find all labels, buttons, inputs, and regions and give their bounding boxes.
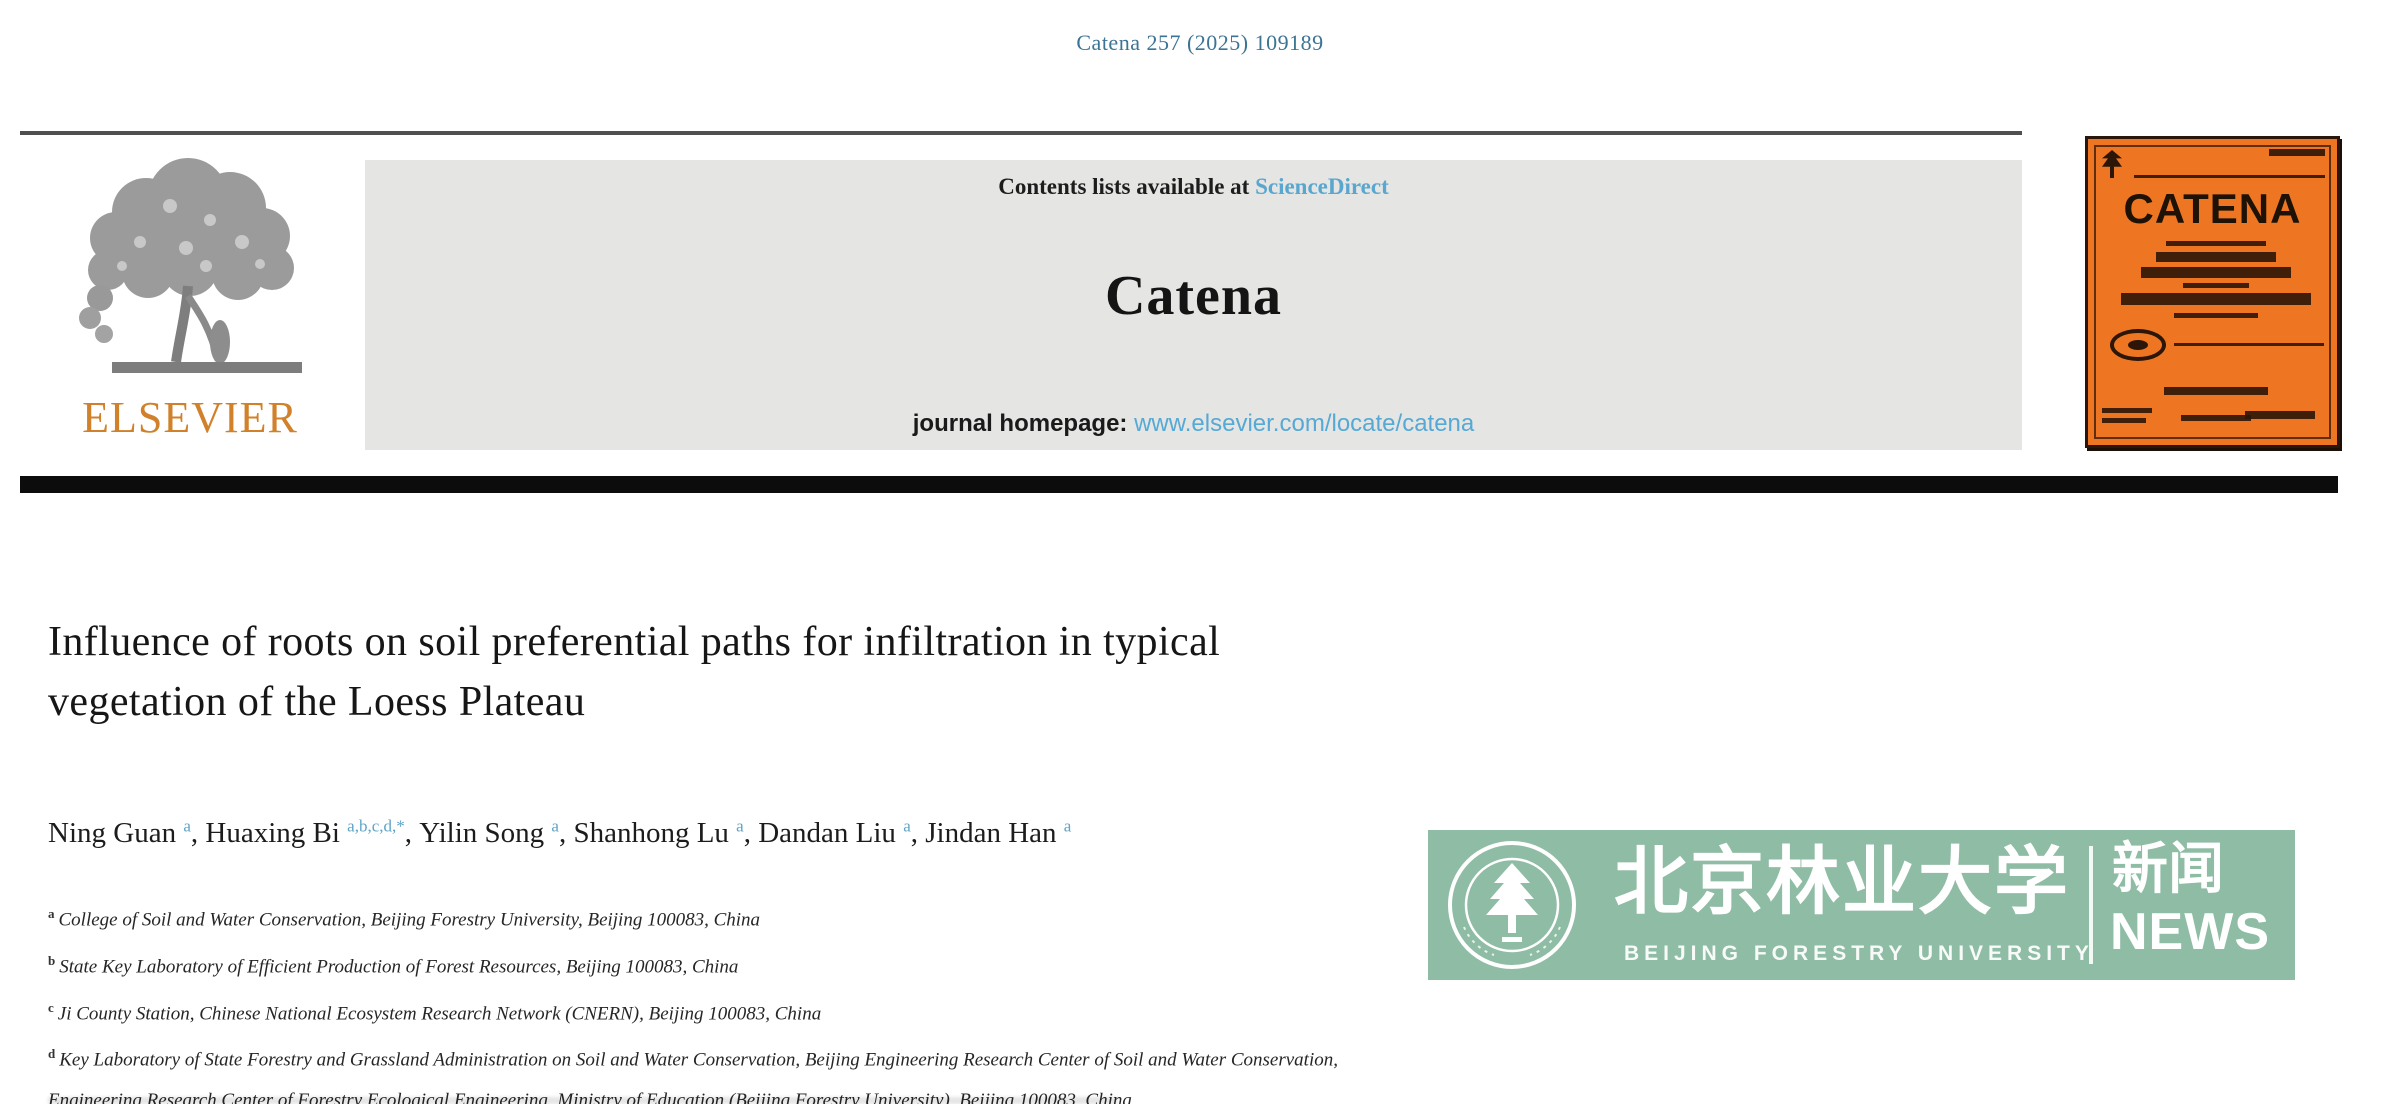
cover-text-bar (2121, 293, 2311, 305)
bfu-news-watermark: 北京林业大学 BEIJING FORESTRY UNIVERSITY 新闻 NE… (1428, 830, 2295, 980)
elsevier-logo: ELSEVIER (40, 146, 340, 443)
affiliation-list: a College of Soil and Water Conservation,… (48, 894, 2378, 1104)
cover-text-bar (2102, 418, 2146, 423)
homepage-url-link[interactable]: www.elsevier.com/locate/catena (1134, 410, 1475, 437)
affiliation-c: c Ji County Station, Chinese National Eco… (48, 999, 822, 1024)
homepage-line: journal homepage: www.elsevier.com/locat… (365, 410, 2022, 438)
article-title: Influence of roots on soil preferential … (48, 612, 2348, 732)
news-label-english: NEWS (2110, 903, 2270, 961)
journal-header-banner: Contents lists available at ScienceDirec… (365, 160, 2022, 450)
author-affiliation-sup: a (551, 816, 559, 835)
homepage-label: journal homepage: (912, 410, 1128, 437)
affiliation-b: b State Key Laboratory of Efficient Produ… (48, 952, 739, 978)
cover-text-bar (2245, 411, 2315, 419)
cover-inner-border (2094, 145, 2331, 439)
elsevier-wordmark: ELSEVIER (82, 393, 298, 442)
cover-text-bar (2269, 149, 2325, 156)
author-name: Yilin Song a (419, 816, 573, 849)
catena-cover-thumbnail: CATENA (2085, 136, 2340, 448)
cutoff-text-line (48, 1097, 1118, 1104)
journal-title: Catena (1104, 265, 1283, 327)
cover-text-bar (2174, 313, 2258, 318)
author-affiliation-sup: a (1063, 816, 1072, 835)
cover-text-bar (2141, 267, 2291, 278)
author-name: Dandan Liu a (758, 816, 925, 849)
cover-rule (2134, 175, 2325, 178)
cover-text-bar (2166, 241, 2266, 246)
cover-title: CATENA (2123, 185, 2302, 232)
author-name: Jindan Han a (925, 816, 1072, 849)
affiliation-d-line2: Engineering Research Center of Forestry … (48, 1090, 1132, 1104)
cover-rule (2174, 343, 2324, 346)
author-affiliation-sup: a (183, 816, 191, 835)
article-title-line2: vegetation of the Loess Plateau (48, 679, 586, 725)
elsevier-tree-icon (79, 158, 302, 373)
header-divider-bar (20, 476, 2338, 493)
contents-prefix: Contents lists available at (998, 174, 1250, 199)
author-name: Shanhong Lu a (573, 816, 758, 849)
cover-text-bar (2102, 408, 2152, 413)
cover-text-bar (2164, 387, 2268, 395)
sciencedirect-link[interactable]: ScienceDirect (1255, 174, 1389, 199)
affiliation-d-line1: d Key Laboratory of State Forestry and Gr… (48, 1046, 1338, 1071)
journal-citation: Catena 257 (2025) 109189 (1076, 30, 1324, 55)
author-affiliation-sup: a (736, 816, 744, 835)
article-title-line1: Influence of roots on soil preferential … (48, 619, 1221, 665)
cover-text-bar (2156, 252, 2276, 262)
bfu-emblem-icon (1448, 841, 1576, 969)
affiliation-a: a College of Soil and Water Conservation,… (48, 906, 761, 931)
author-name: Huaxing Bi a,b,c,d,* (205, 816, 419, 849)
contents-line: Contents lists available at ScienceDirec… (365, 174, 2022, 200)
author-list: Ning Guan a Huaxing Bi a,b,c,d,* Yilin S… (48, 816, 2348, 850)
cover-text-bar (2181, 415, 2251, 421)
author-affiliation-sup: a (903, 816, 911, 835)
author-affiliation-sup: a,b,c,d,* (347, 816, 405, 835)
news-label-chinese: 新闻 (2112, 837, 2224, 900)
bfu-name-chinese: 北京林业大学 (1614, 840, 2070, 923)
cover-oval-logo (2110, 329, 2166, 361)
cover-text-bar (2183, 283, 2249, 288)
watermark-divider (2089, 846, 2093, 964)
author-name: Ning Guan a (48, 816, 205, 849)
bfu-name-english: BEIJING FORESTRY UNIVERSITY (1624, 942, 2094, 965)
header-top-rule (20, 131, 2022, 135)
